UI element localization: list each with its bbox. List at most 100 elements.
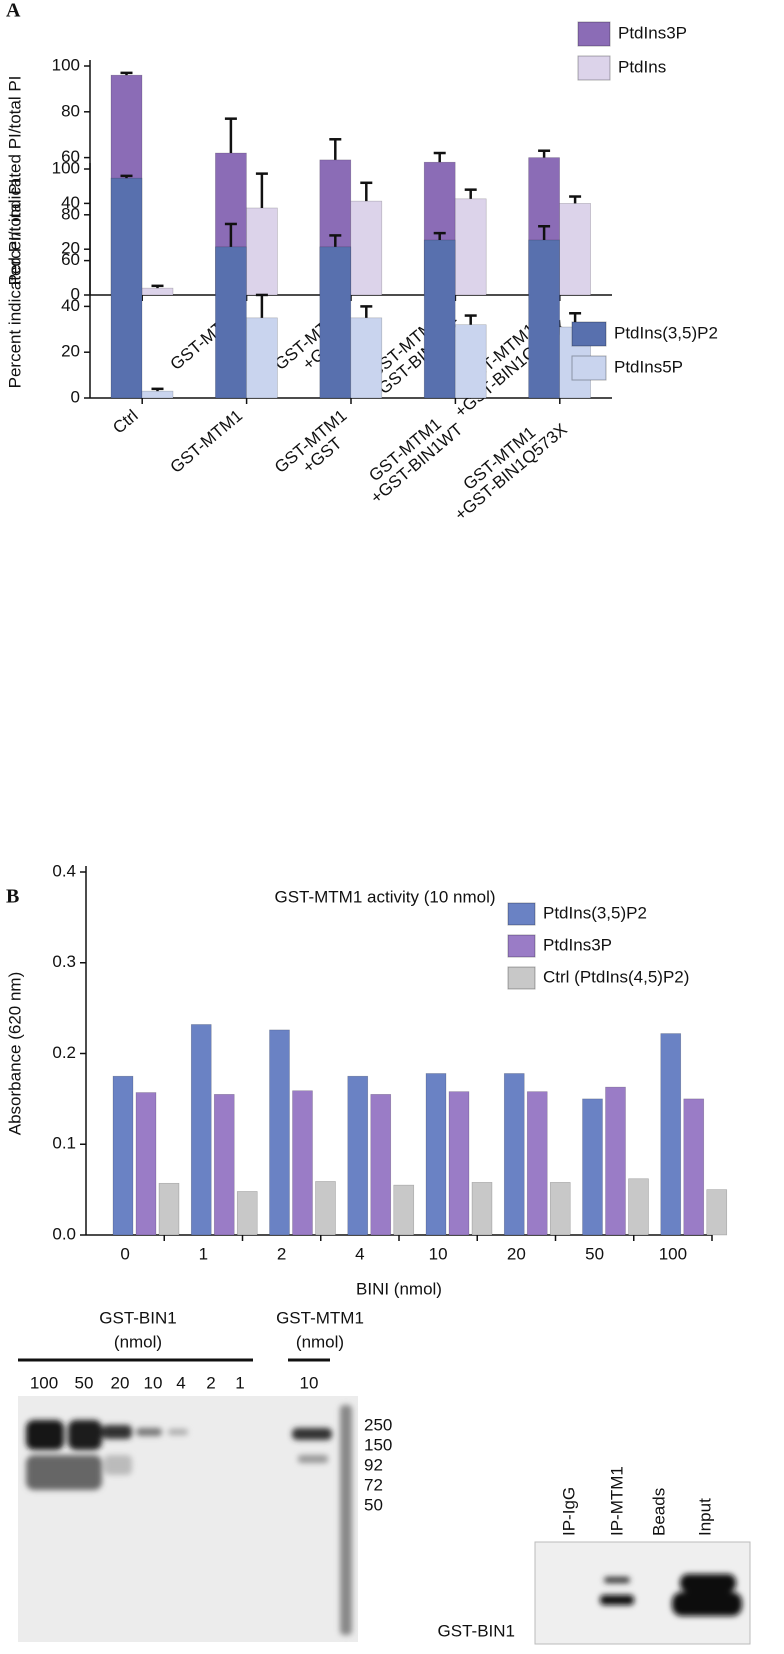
x-tick-label: 0	[120, 1244, 129, 1263]
bar	[315, 1181, 336, 1236]
bar	[582, 1098, 603, 1236]
error-bar	[538, 149, 551, 158]
y-tick-label: 0.2	[52, 1043, 76, 1062]
bar	[528, 239, 560, 399]
x-tick-label: GST-MTM1	[167, 406, 247, 477]
x-tick-label: GST-MTM1+GST	[271, 406, 351, 477]
chart-title: GST-MTM1 activity (10 nmol)	[274, 887, 495, 906]
y-tick-label: 0	[71, 387, 80, 406]
bar	[425, 1073, 447, 1236]
x-tick-label: GST-MTM1+GST-BIN1WT	[365, 414, 466, 507]
x-tick-label: 10	[429, 1244, 448, 1263]
bar	[112, 1075, 134, 1236]
error-bar	[360, 181, 373, 202]
legend-label: PtdIns3P	[618, 23, 687, 42]
bar	[706, 1189, 728, 1236]
lane-label: Input	[695, 1498, 714, 1536]
bar	[141, 390, 174, 399]
error-bar	[433, 231, 446, 240]
x-tick-label: Ctrl	[109, 406, 141, 438]
legend-swatch	[571, 355, 607, 381]
legend-swatch	[577, 21, 611, 47]
legend-label: PtdIns(3,5)P2	[614, 323, 718, 342]
lane-label: 10	[300, 1373, 319, 1392]
bar	[110, 177, 143, 399]
bar	[347, 1075, 369, 1236]
error-bar	[329, 234, 342, 247]
bar	[246, 317, 278, 399]
bar	[423, 239, 456, 399]
error-bar	[329, 138, 342, 160]
bar	[370, 1094, 392, 1236]
y-tick-label: 100	[52, 55, 80, 74]
bar	[549, 1182, 571, 1236]
y-tick-label: 60	[61, 250, 80, 269]
x-tick-label: 4	[355, 1244, 364, 1263]
legend-label: PtdIns	[618, 57, 666, 76]
legend-swatch	[507, 966, 536, 990]
bar	[269, 1029, 290, 1236]
lane-label: 10	[144, 1373, 163, 1392]
y-axis-label: Absorbance (620 nm)	[5, 972, 24, 1135]
lane-label: Beads	[649, 1488, 668, 1536]
marker-label: 150	[364, 1435, 392, 1454]
bar	[559, 203, 591, 296]
marker-label: 72	[364, 1475, 383, 1494]
bar	[660, 1033, 682, 1236]
panel-label: B	[6, 886, 19, 908]
bar	[158, 1182, 180, 1236]
lane-label: 50	[75, 1373, 94, 1392]
x-axis-label: BINI (nmol)	[356, 1279, 442, 1298]
bar	[605, 1086, 626, 1236]
bar	[135, 1092, 157, 1236]
gel-row-label: GST-BIN1	[438, 1621, 515, 1640]
lane-labels: 100 50 20 10 4 2 1 10	[30, 1373, 319, 1392]
y-axis-label: Percent indicated PI/total PI	[5, 179, 24, 389]
lane-labels: IP-IgG IP-MTM1 Beads Input	[559, 1466, 714, 1536]
bar	[471, 1182, 493, 1236]
error-bar	[255, 172, 268, 208]
bar	[213, 1094, 235, 1236]
marker-label: 50	[364, 1495, 383, 1514]
legend-swatch	[571, 321, 607, 347]
bar	[236, 1191, 258, 1236]
marker-label: 250	[364, 1415, 392, 1434]
legend-label: PtdIns(3,5)P2	[543, 903, 647, 922]
x-tick-label-line: Ctrl	[109, 406, 141, 438]
error-bar	[120, 174, 133, 179]
legend-swatch	[577, 55, 611, 81]
y-tick-label: 0.4	[52, 861, 76, 880]
bar	[393, 1184, 415, 1236]
error-bar	[538, 225, 551, 240]
x-tick-label: GST-MTM1+GST-BIN1Q573X	[451, 420, 571, 525]
gel-group-title: GST-BIN1	[99, 1308, 176, 1327]
bar	[526, 1091, 548, 1236]
lane-label: 100	[30, 1373, 58, 1392]
error-bar	[360, 305, 373, 318]
legend-label: PtdIns5P	[614, 357, 683, 376]
lane-label: 1	[235, 1373, 244, 1392]
error-bar	[569, 195, 582, 204]
lane-label: 20	[111, 1373, 130, 1392]
y-tick-label: 60	[61, 147, 80, 166]
lane-label: 2	[206, 1373, 215, 1392]
y-tick-label: 0	[71, 284, 80, 303]
y-axis-label: Percent indicated PI/total PI	[5, 76, 24, 286]
bar	[190, 1024, 212, 1236]
bar	[454, 198, 487, 296]
lane-label: IP-IgG	[559, 1487, 578, 1536]
error-bar	[464, 314, 477, 325]
bar	[350, 200, 383, 296]
y-tick-label: 100	[52, 158, 80, 177]
bar	[292, 1090, 313, 1236]
x-tick-label: 2	[277, 1244, 286, 1263]
y-tick-label: 80	[61, 101, 80, 120]
y-tick-label: 0.0	[52, 1224, 76, 1243]
bar	[628, 1178, 649, 1236]
bar	[246, 207, 278, 296]
bar	[350, 317, 383, 399]
gel-group-unit: (nmol)	[296, 1332, 344, 1351]
error-bar	[120, 71, 133, 76]
error-bar	[255, 293, 268, 318]
